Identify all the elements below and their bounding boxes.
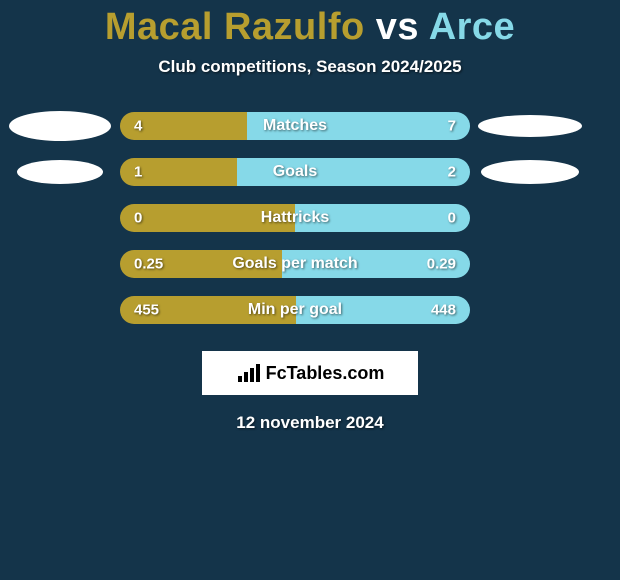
stat-bar: Goals 1 2 [120, 158, 470, 186]
right-icon-slot [470, 160, 590, 184]
brand-text: FcTables.com [266, 363, 385, 384]
player1-icon [9, 111, 111, 141]
stat-value-right: 448 [431, 302, 456, 319]
stat-bar: Hattricks 0 0 [120, 204, 470, 232]
player2-icon [481, 160, 579, 184]
left-icon-slot [0, 160, 120, 184]
player2-icon [478, 115, 582, 137]
title-player1: Macal Razulfo [105, 6, 365, 48]
right-icon-slot [470, 115, 590, 137]
date-text: 12 november 2024 [0, 413, 620, 433]
stat-value-left: 0.25 [134, 256, 163, 273]
page-title: Macal Razulfo vs Arce [0, 0, 620, 49]
stat-label: Goals [273, 163, 317, 181]
title-player2: Arce [429, 6, 516, 48]
stat-value-left: 1 [134, 164, 142, 181]
stat-bar: Goals per match 0.25 0.29 [120, 250, 470, 278]
stat-label: Goals per match [232, 255, 357, 273]
stat-value-left: 455 [134, 302, 159, 319]
stat-value-left: 4 [134, 118, 142, 135]
player1-icon [17, 160, 103, 184]
stat-row: Hattricks 0 0 [0, 195, 620, 241]
stat-value-right: 0 [448, 210, 456, 227]
stat-value-left: 0 [134, 210, 142, 227]
stat-label: Matches [263, 117, 327, 135]
brand-bars-icon [236, 362, 262, 384]
stat-row: Matches 4 7 [0, 103, 620, 149]
stat-bar: Matches 4 7 [120, 112, 470, 140]
stat-row: Min per goal 455 448 [0, 287, 620, 333]
brand-box[interactable]: FcTables.com [202, 351, 418, 395]
stat-row: Goals 1 2 [0, 149, 620, 195]
stat-row: Goals per match 0.25 0.29 [0, 241, 620, 287]
stat-bar: Min per goal 455 448 [120, 296, 470, 324]
title-vs: vs [365, 6, 429, 48]
stats-chart: Matches 4 7 Goals 1 2 Hattricks 0 0 Goals per mat… [0, 103, 620, 333]
bar-right-fill [237, 158, 470, 186]
stat-value-right: 7 [448, 118, 456, 135]
stat-label: Hattricks [261, 209, 329, 227]
left-icon-slot [0, 111, 120, 141]
stat-value-right: 2 [448, 164, 456, 181]
stat-value-right: 0.29 [427, 256, 456, 273]
subtitle: Club competitions, Season 2024/2025 [0, 57, 620, 77]
stat-label: Min per goal [248, 301, 342, 319]
